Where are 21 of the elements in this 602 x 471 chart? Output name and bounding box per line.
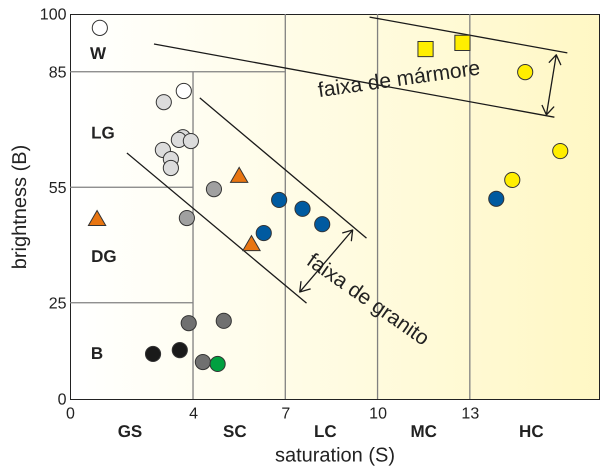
annotation: LG [91, 123, 115, 142]
x-axis-title: saturation (S) [274, 444, 396, 466]
y-tick-label: 100 [40, 6, 67, 24]
text: MC [410, 422, 437, 441]
text: GS [118, 422, 142, 441]
y-axis-title: brightness (B) [8, 144, 31, 270]
text: LC [314, 422, 337, 441]
annotation: DG [91, 246, 117, 266]
annotation: B [90, 344, 104, 363]
x-tick-label: 10 [369, 406, 388, 422]
x-tick-label: 4 [189, 406, 198, 422]
x-tick-label: 13 [461, 406, 480, 422]
y-tick-label: 55 [48, 180, 67, 197]
y-tick-label: 85 [48, 64, 67, 82]
x-tick-label: 7 [281, 406, 290, 422]
annotation: faixa de mármore [316, 56, 482, 102]
text: SC [223, 422, 247, 441]
text: HC [519, 422, 544, 441]
y-tick-label: 25 [48, 295, 67, 312]
y-tick-label: 0 [58, 392, 67, 408]
annotation: W [90, 44, 107, 64]
